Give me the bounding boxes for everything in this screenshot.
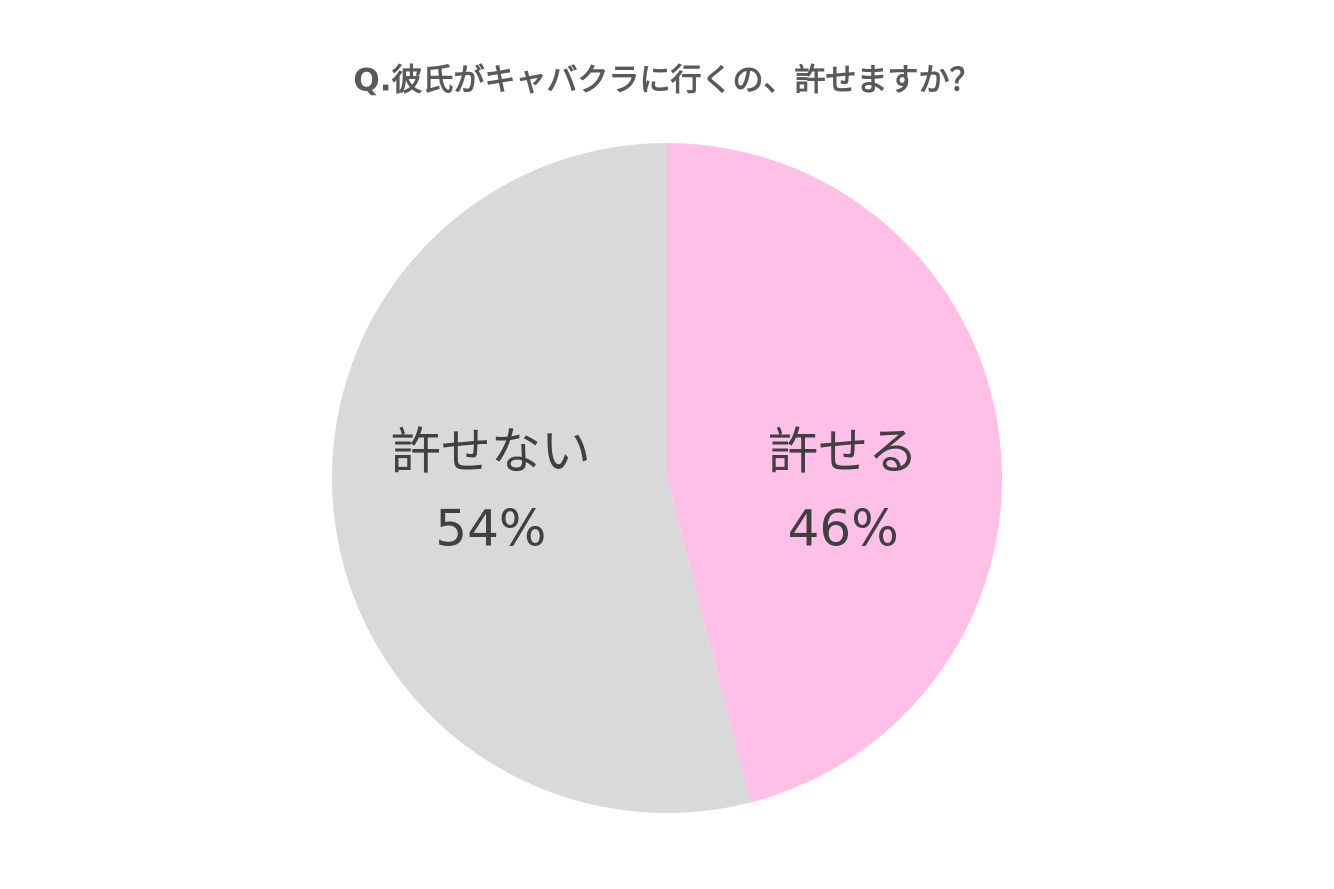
- pie-slice: [331, 143, 751, 813]
- pie-slice: [667, 143, 1002, 803]
- slice-value-label: 54%: [435, 500, 546, 558]
- slice-label: 許せる: [768, 423, 918, 481]
- slice-value-label: 46%: [788, 500, 899, 558]
- chart-title: Q.彼氏がキャバクラに行くの、許せますか？: [353, 63, 980, 99]
- slice-label: 許せない: [391, 423, 591, 481]
